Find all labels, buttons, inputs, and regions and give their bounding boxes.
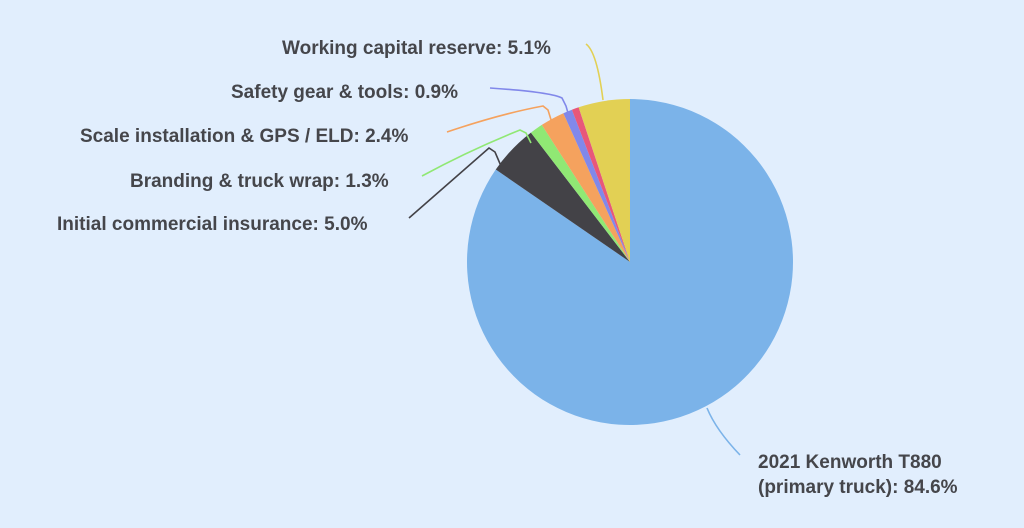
leader-line-truck xyxy=(706,407,741,456)
leader-line-safety xyxy=(489,87,569,114)
pie-slice-2021-kenworth-t880-primary-truck xyxy=(466,99,793,425)
label-branding: Branding & truck wrap: 1.3% xyxy=(130,171,389,192)
label-safety: Safety gear & tools: 0.9% xyxy=(231,82,459,103)
pie-slices xyxy=(466,99,793,425)
leader-line-insurance xyxy=(408,146,502,219)
label-truck-line1: 2021 Kenworth T880 xyxy=(758,452,942,473)
leader-lines xyxy=(408,43,741,456)
leader-line-capital xyxy=(585,43,604,101)
pie-slice-safety-gear-tools xyxy=(563,109,630,262)
leader-line-branding xyxy=(421,129,532,177)
label-insurance: Initial commercial insurance: 5.0% xyxy=(57,214,368,235)
label-scale-gps: Scale installation & GPS / ELD: 2.4% xyxy=(80,126,409,147)
pie-slice-initial-commercial-insurance xyxy=(495,132,630,262)
label-truck-line2: (primary truck): 84.6% xyxy=(758,477,958,498)
pie-slice-branding-truck-wrap xyxy=(530,124,630,263)
label-capital: Working capital reserve: 5.1% xyxy=(282,38,551,59)
pie-slice-working-capital-reserve xyxy=(578,99,630,262)
leader-line-scale xyxy=(446,105,553,133)
pie-slice-scale-installation-gps-eld xyxy=(541,113,630,262)
pie-slice-unlabeled xyxy=(571,107,630,262)
